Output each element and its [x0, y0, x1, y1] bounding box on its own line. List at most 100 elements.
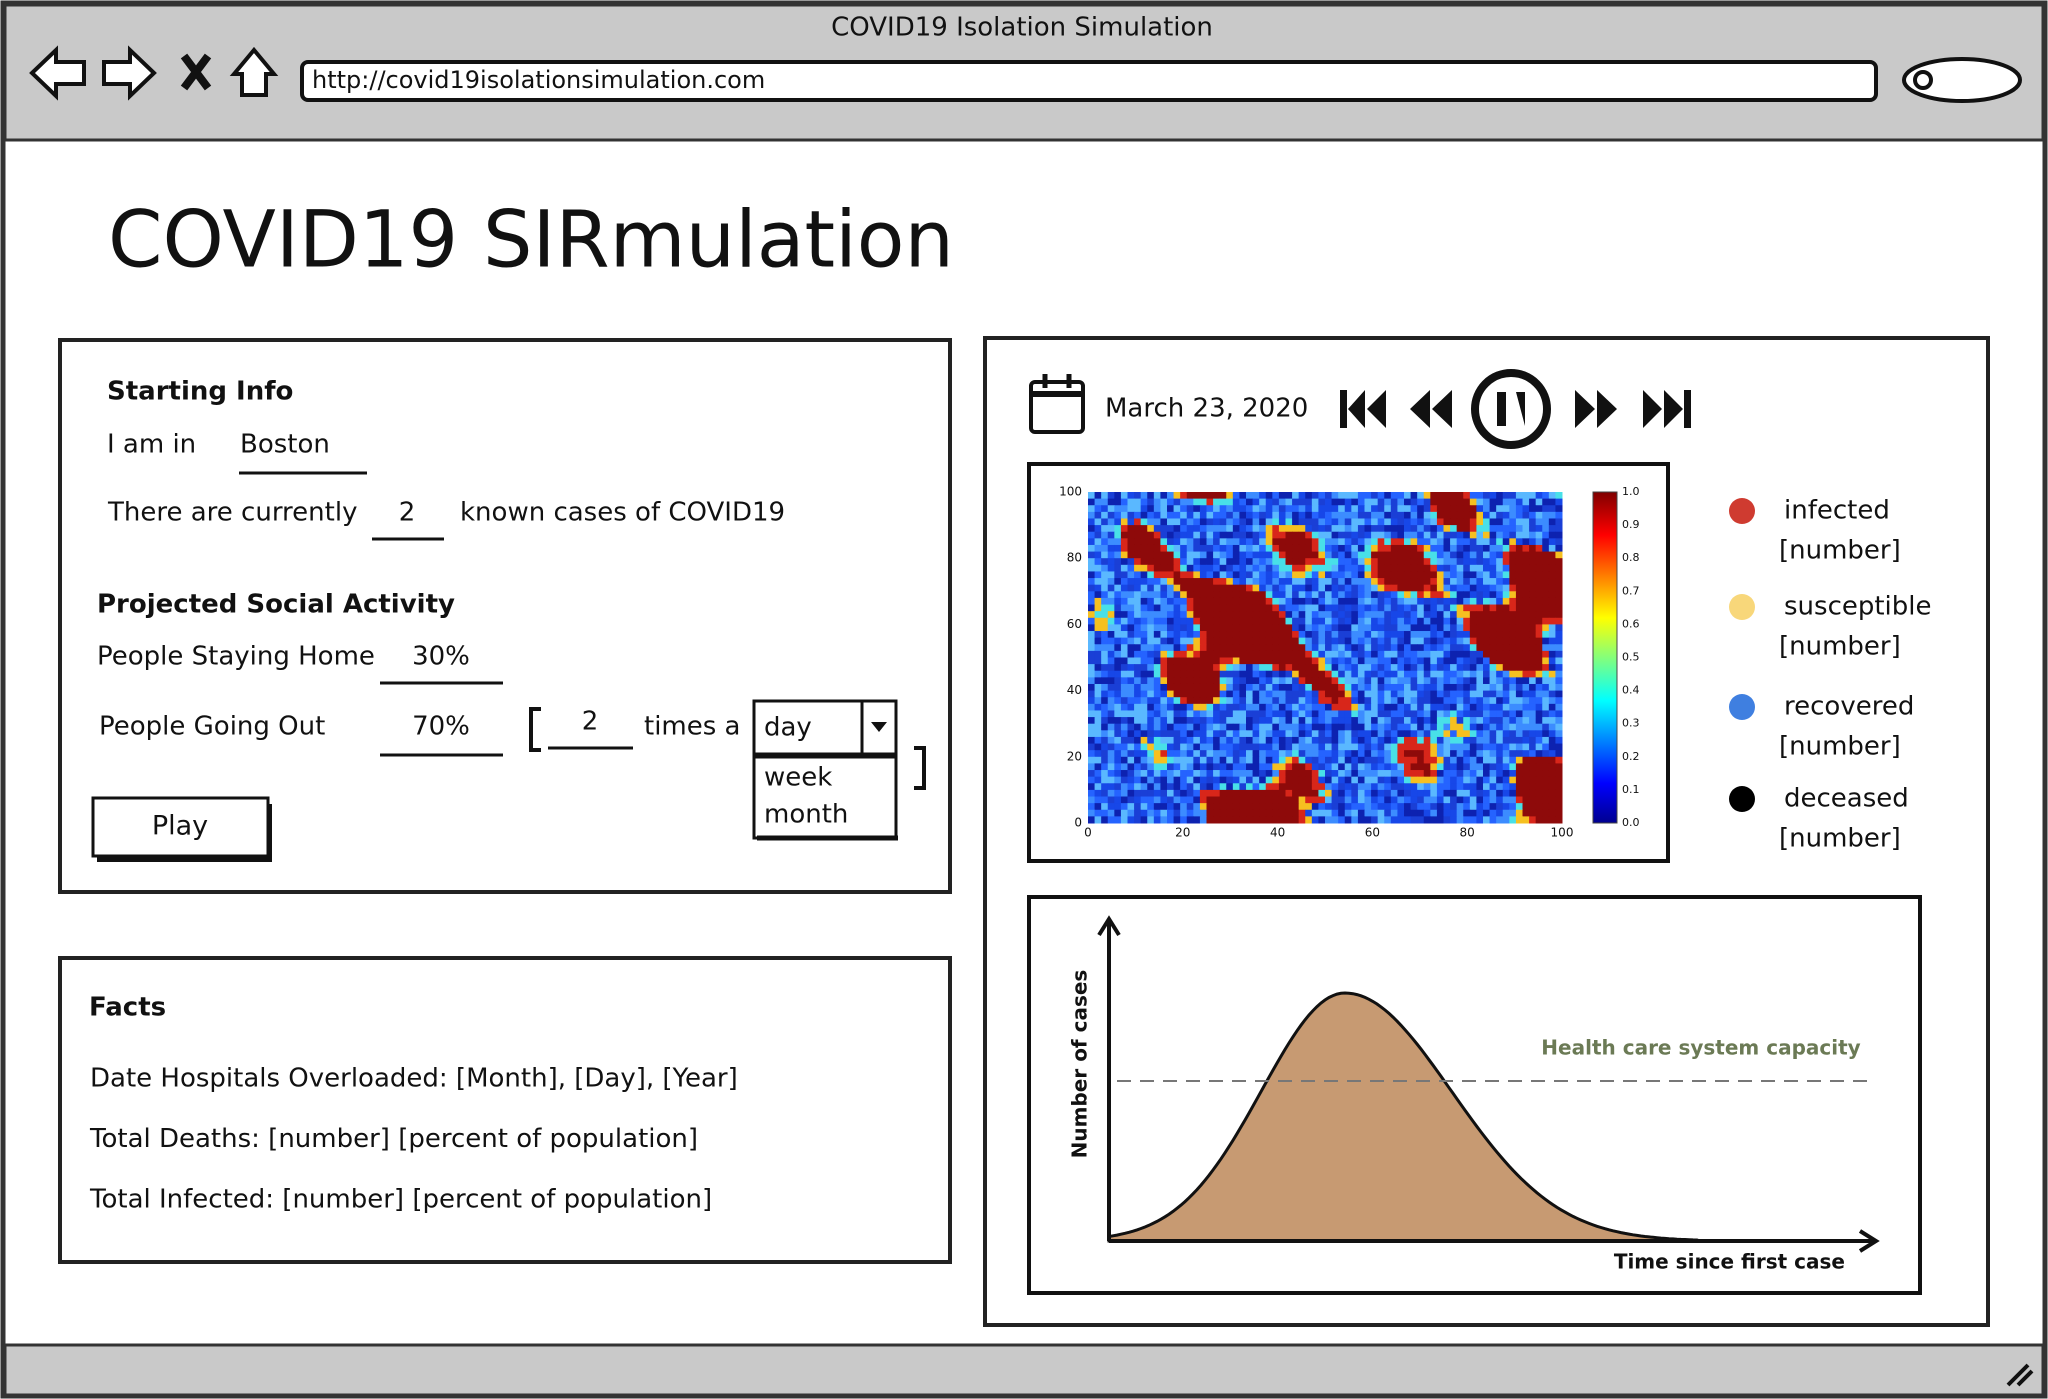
- heatmap-cell: [1292, 505, 1300, 513]
- rewind-button[interactable]: [1410, 390, 1452, 428]
- heatmap-cell: [1252, 518, 1260, 526]
- heatmap-cell: [1127, 544, 1135, 553]
- heatmap-cell: [1120, 511, 1128, 519]
- heatmap-cell: [1351, 690, 1359, 698]
- heatmap-cell: [1232, 650, 1240, 658]
- heatmap-cell: [1443, 677, 1451, 685]
- skip-start-button[interactable]: [1340, 390, 1386, 428]
- heatmap-cell: [1417, 683, 1425, 692]
- heatmap-cell: [1107, 816, 1115, 824]
- heatmap-cell: [1088, 631, 1096, 639]
- pause-button[interactable]: [1471, 369, 1551, 449]
- heatmap-cell: [1114, 723, 1122, 731]
- url-bar[interactable]: [300, 60, 1878, 102]
- staying-home-input[interactable]: 30%: [412, 642, 470, 672]
- heatmap-cell: [1496, 505, 1504, 513]
- heatmap-cell: [1377, 538, 1385, 546]
- heatmap-cell: [1292, 809, 1300, 817]
- heatmap-cell: [1246, 657, 1254, 665]
- location-input[interactable]: Boston: [240, 430, 330, 460]
- heatmap-cell: [1502, 697, 1510, 705]
- heatmap-cell: [1450, 578, 1458, 586]
- heatmap-cell: [1423, 624, 1431, 632]
- heatmap-cell: [1469, 604, 1477, 612]
- heatmap-cell: [1311, 511, 1319, 519]
- heatmap-cell: [1476, 597, 1484, 606]
- heatmap-cell: [1357, 531, 1365, 539]
- stop-button[interactable]: [180, 53, 212, 91]
- heatmap-cell: [1147, 670, 1155, 678]
- heatmap-cell: [1371, 809, 1379, 817]
- heatmap-cell: [1088, 597, 1096, 606]
- heatmap-cell: [1285, 670, 1293, 678]
- heatmap-cell: [1101, 809, 1109, 817]
- heatmap-cell: [1246, 624, 1254, 632]
- calendar-icon[interactable]: [1029, 380, 1085, 434]
- heatmap-cell: [1226, 710, 1234, 718]
- back-button[interactable]: [29, 45, 86, 101]
- heatmap-cell: [1377, 723, 1385, 731]
- heatmap-cell: [1252, 736, 1260, 745]
- cases-input[interactable]: 2: [399, 498, 416, 528]
- dropdown-option[interactable]: week: [764, 763, 832, 793]
- frequency-input[interactable]: 2: [582, 707, 599, 737]
- play-button[interactable]: [91, 796, 270, 858]
- heatmap-cell: [1292, 578, 1300, 586]
- forward-button[interactable]: [102, 45, 157, 101]
- heatmap-cell: [1390, 591, 1398, 599]
- heatmap-cell: [1377, 604, 1385, 612]
- heatmap-cell: [1265, 697, 1273, 705]
- heatmap-cell: [1318, 644, 1326, 652]
- heatmap-cell: [1344, 657, 1352, 665]
- heatmap-cell: [1088, 776, 1096, 784]
- heatmap-cell: [1272, 776, 1280, 784]
- heatmap-cell: [1219, 544, 1227, 553]
- heatmap-cell: [1456, 498, 1464, 506]
- heatmap-cell: [1140, 617, 1148, 625]
- heatmap-cell: [1160, 518, 1168, 526]
- home-button[interactable]: [229, 46, 279, 97]
- heatmap-cell: [1265, 730, 1273, 738]
- heatmap-cell: [1443, 604, 1451, 612]
- heatmap-cell: [1193, 750, 1201, 758]
- heatmap-cell: [1436, 511, 1444, 519]
- heatmap-cell: [1377, 551, 1385, 559]
- heatmap-cell: [1384, 650, 1392, 658]
- heatmap-cell: [1489, 492, 1497, 500]
- heatmap-cell: [1088, 703, 1096, 711]
- heatmap-cell: [1338, 637, 1346, 645]
- heatmap-cell: [1515, 544, 1523, 553]
- search-box[interactable]: [1902, 57, 2022, 103]
- heatmap-cell: [1476, 816, 1484, 824]
- period-dropdown[interactable]: [752, 699, 898, 756]
- heatmap-cell: [1397, 571, 1405, 579]
- heatmap-cell: [1153, 736, 1161, 745]
- heatmap-cell: [1114, 617, 1122, 625]
- heatmap-cell: [1147, 677, 1155, 685]
- heatmap-cell: [1206, 816, 1214, 824]
- heatmap-cell: [1489, 604, 1497, 612]
- dropdown-arrow[interactable]: [871, 722, 887, 732]
- heatmap-cell: [1522, 571, 1530, 579]
- heatmap-cell: [1463, 803, 1471, 811]
- going-out-input[interactable]: 70%: [412, 712, 470, 742]
- heatmap-cell: [1153, 624, 1161, 632]
- heatmap-cell: [1246, 518, 1254, 526]
- skip-end-button[interactable]: [1643, 390, 1691, 428]
- heatmap-cell: [1101, 591, 1109, 599]
- heatmap-cell: [1502, 518, 1510, 526]
- heatmap-cell: [1338, 683, 1346, 692]
- heatmap-cell: [1206, 571, 1214, 579]
- heatmap-cell: [1535, 584, 1543, 592]
- heatmap-cell: [1094, 492, 1102, 500]
- heatmap-cell: [1344, 571, 1352, 579]
- heatmap-cell: [1311, 703, 1319, 711]
- heatmap-cell: [1292, 511, 1300, 519]
- heatmap-cell: [1232, 558, 1240, 566]
- heatmap-cell: [1311, 624, 1319, 632]
- fast-forward-button[interactable]: [1575, 390, 1617, 428]
- heatmap-cell: [1423, 677, 1431, 685]
- heatmap-cell: [1292, 743, 1300, 751]
- heatmap-cell: [1496, 538, 1504, 546]
- dropdown-option[interactable]: month: [764, 800, 848, 830]
